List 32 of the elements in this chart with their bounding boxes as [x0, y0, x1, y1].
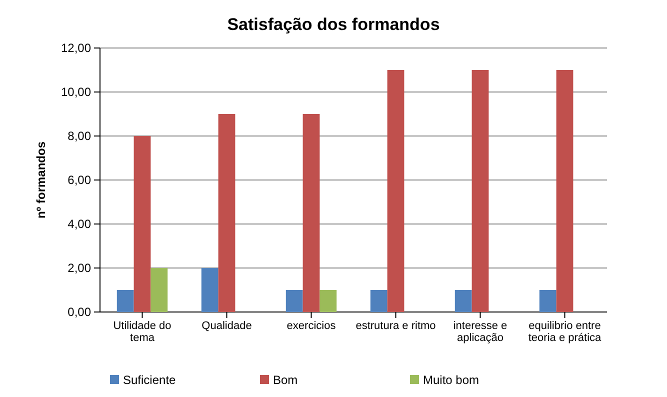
bar [454, 290, 472, 312]
bar [370, 290, 388, 312]
bar [116, 290, 134, 312]
bar [320, 290, 337, 312]
y-tick-label: 12,00 [60, 40, 92, 55]
x-tick-label: Qualidade [202, 320, 252, 332]
bar [556, 70, 574, 312]
bar [134, 136, 151, 312]
y-tick-label: 10,00 [60, 84, 92, 99]
y-axis-title: nº formandos [34, 141, 48, 219]
y-tick-label: 0,00 [68, 304, 92, 319]
bar [539, 290, 556, 312]
legend-label: Muito bom [423, 373, 480, 387]
x-tick-label: exercicios [286, 320, 336, 332]
bar [472, 70, 489, 312]
bar [218, 114, 236, 312]
bar [286, 290, 303, 312]
bar [201, 268, 218, 312]
y-tick-label: 4,00 [68, 216, 92, 231]
x-tick-label: estrutura e ritmo [356, 320, 436, 332]
bar [150, 268, 168, 312]
chart-title: Satisfação dos formandos [227, 15, 440, 34]
x-tick-label: Utilidade do tema [113, 320, 172, 344]
legend-label: Suficiente [123, 373, 176, 387]
y-tick-label: 2,00 [68, 260, 92, 275]
y-tick-label: 6,00 [68, 172, 92, 187]
bar [302, 114, 320, 312]
x-tick-label: interesse e aplicação [453, 320, 508, 344]
x-tick-label: equilibrio entre teoria e prática [528, 320, 602, 344]
y-tick-label: 8,00 [68, 128, 92, 143]
legend-label: Bom [273, 373, 298, 387]
bar [387, 70, 404, 312]
